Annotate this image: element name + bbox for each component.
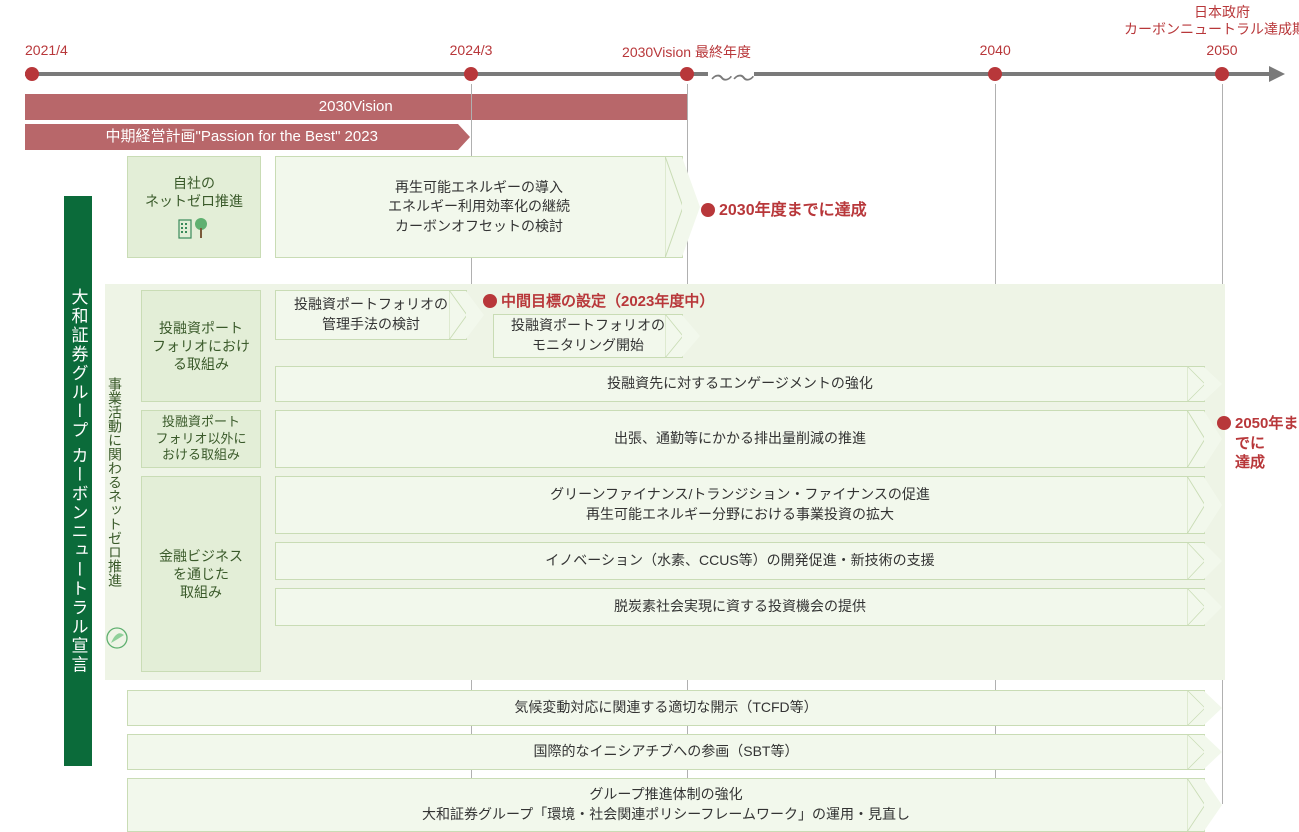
box-group-governance: グループ推進体制の強化 大和証券グループ「環境・社会関連ポリシーフレームワーク」… (127, 778, 1205, 832)
chevron-right-icon (1187, 542, 1205, 580)
goal-dot-icon (483, 294, 497, 308)
axis-break-icon: 〜〜 (708, 61, 754, 93)
box-portfolio-monitoring: 投融資ポートフォリオの モニタリング開始 (493, 314, 683, 358)
goal-2050-text: 2050年までに 達成 (1235, 414, 1299, 473)
box-travel-emissions: 出張、通勤等にかかる排出量削減の推進 (275, 410, 1205, 468)
body: 大和証券グループ カーボンニュートラル宣言 自社の ネットゼロ推進 再生可能エネ… (25, 156, 1285, 832)
box-engagement-text: 投融資先に対するエンゲージメントの強化 (607, 374, 873, 394)
axis-arrow-icon (1269, 66, 1285, 82)
cat-own-netzero-label: 自社の ネットゼロ推進 (145, 174, 243, 210)
chevron-right-icon (1187, 366, 1205, 402)
box-tcfd-text: 気候変動対応に関連する適切な開示（TCFD等） (514, 698, 817, 718)
cat-portfolio: 投融資ポート フォリオにおけ る取組み (141, 290, 261, 402)
bar-midterm-plan: 中期経営計画"Passion for the Best" 2023 (25, 124, 458, 150)
main-column: 自社の ネットゼロ推進 再生可能エネルギーの導入 エネルギー利用効率化の継続 カ… (105, 156, 1285, 832)
box-own-l2: エネルギー利用効率化の継続 (388, 197, 570, 217)
box-green-finance-l2: 再生可能エネルギー分野における事業投資の拡大 (586, 505, 894, 525)
goal-2050: 2050年までに 達成 (1217, 414, 1285, 473)
left-title: 大和証券グループ カーボンニュートラル宣言 (64, 196, 92, 766)
axis-dot-2024 (464, 67, 478, 81)
axis-dot-2050 (1215, 67, 1229, 81)
goal-2030-text: 2030年度までに達成 (719, 202, 867, 219)
goal-interim-text: 中間目標の設定（2023年度中） (501, 293, 714, 310)
box-investment-opportunity: 脱炭素社会実現に資する投資機会の提供 (275, 588, 1205, 626)
axis-dot-2030 (680, 67, 694, 81)
axis-dot-2040 (988, 67, 1002, 81)
box-investment-opportunity-text: 脱炭素社会実現に資する投資機会の提供 (614, 597, 866, 617)
chevron-right-icon (449, 290, 467, 340)
bar-2030vision: 2030Vision (25, 94, 687, 120)
diagram-root: 2021/4 2024/3 2030Vision 最終年度 2040 2050 … (25, 20, 1285, 832)
box-innovation: イノベーション（水素、CCUS等）の開発促進・新技術の支援 (275, 542, 1205, 580)
building-tree-icon (177, 214, 211, 240)
axis-line (25, 72, 1271, 76)
goal-interim: 中間目標の設定（2023年度中） (483, 290, 714, 311)
section-own-netzero: 自社の ネットゼロ推進 再生可能エネルギーの導入 エネルギー利用効率化の継続 カ… (105, 156, 1285, 264)
chevron-right-icon (665, 314, 683, 358)
section-governance: 気候変動対応に関連する適切な開示（TCFD等） 国際的なイニシアチブへの参画（S… (105, 690, 1285, 832)
box-portfolio-review-text: 投融資ポートフォリオの 管理手法の検討 (294, 295, 448, 334)
box-sbt-initiative: 国際的なイニシアチブへの参画（SBT等） (127, 734, 1205, 770)
chevron-right-icon (1187, 588, 1205, 626)
timeline-axis: 〜〜 (25, 64, 1285, 84)
box-sbt-text: 国際的なイニシアチブへの参画（SBT等） (534, 742, 799, 762)
box-tcfd-disclosure: 気候変動対応に関連する適切な開示（TCFD等） (127, 690, 1205, 726)
box-green-finance-l1: グリーンファイナンス/トランジション・ファイナンスの促進 (550, 485, 930, 505)
tl-2021: 2021/4 (25, 42, 68, 58)
tl-2030: 2030Vision 最終年度 (622, 42, 751, 62)
section-business-netzero: 事業活動に関わるネットゼロ推進 投融資ポート フォリオにおけ る取組み 投融資ポ… (105, 284, 1285, 680)
box-own-l3: カーボンオフセットの検討 (395, 217, 563, 237)
chevron-right-icon (1187, 734, 1205, 770)
box-green-finance: グリーンファイナンス/トランジション・ファイナンスの促進 再生可能エネルギー分野… (275, 476, 1205, 534)
box-travel-emissions-text: 出張、通勤等にかかる排出量削減の推進 (614, 429, 866, 449)
chevron-right-icon (1187, 690, 1205, 726)
box-portfolio-review: 投融資ポートフォリオの 管理手法の検討 (275, 290, 467, 340)
timeline-labels: 2021/4 2024/3 2030Vision 最終年度 2040 2050 … (25, 20, 1285, 64)
cat-non-portfolio: 投融資ポート フォリオ以外に おける取組み (141, 410, 261, 468)
tl-2024: 2024/3 (450, 42, 493, 58)
box-portfolio-monitoring-text: 投融資ポートフォリオの モニタリング開始 (511, 316, 665, 355)
tl-gov: 日本政府 カーボンニュートラル達成期限 (1124, 4, 1299, 38)
goal-dot-icon (1217, 416, 1231, 430)
chevron-right-icon (1187, 778, 1205, 832)
tl-2050: 2050 (1206, 42, 1237, 58)
box-innovation-text: イノベーション（水素、CCUS等）の開発促進・新技術の支援 (545, 551, 934, 571)
cat-finance-biz: 金融ビジネス を通じた 取組み (141, 476, 261, 672)
tl-gov-l2: カーボンニュートラル達成期限 (1124, 21, 1299, 37)
goal-2030: 2030年度までに達成 (701, 196, 867, 220)
chevron-right-icon (665, 156, 683, 258)
sec2-side-label: 事業活動に関わるネットゼロ推進 (105, 284, 125, 680)
tl-2040: 2040 (980, 42, 1011, 58)
tl-gov-l1: 日本政府 (1194, 4, 1250, 20)
box-group-governance-l1: グループ推進体制の強化 (589, 785, 742, 805)
chevron-right-icon (1187, 410, 1205, 468)
box-own-measures: 再生可能エネルギーの導入 エネルギー利用効率化の継続 カーボンオフセットの検討 (275, 156, 683, 258)
box-engagement: 投融資先に対するエンゲージメントの強化 (275, 366, 1205, 402)
axis-dot-2021 (25, 67, 39, 81)
goal-dot-icon (701, 203, 715, 217)
leaf-globe-icon (103, 624, 131, 652)
box-own-l1: 再生可能エネルギーの導入 (395, 178, 563, 198)
chevron-right-icon (1187, 476, 1205, 534)
cat-own-netzero: 自社の ネットゼロ推進 (127, 156, 261, 258)
box-group-governance-l2: 大和証券グループ「環境・社会関連ポリシーフレームワーク」の運用・見直し (422, 805, 910, 825)
